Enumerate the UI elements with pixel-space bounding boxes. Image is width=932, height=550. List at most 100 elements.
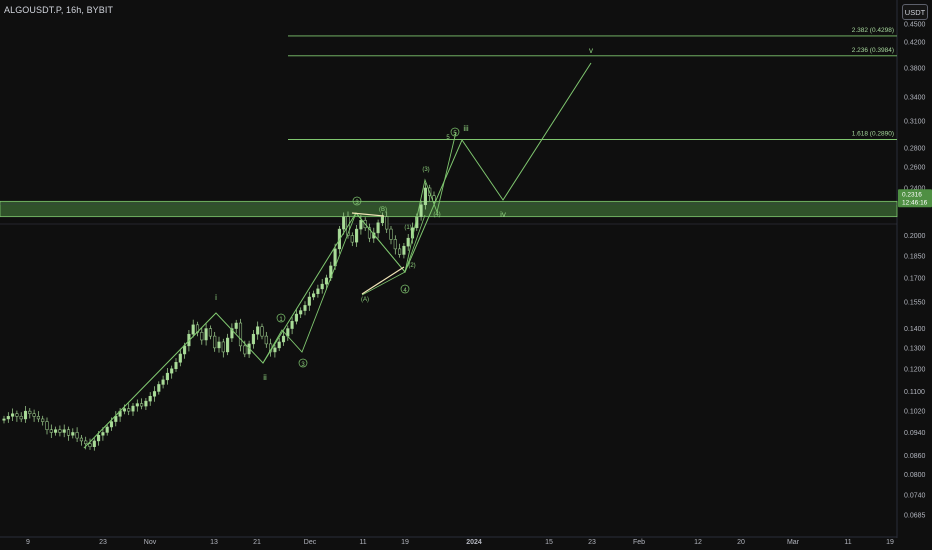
currency-unit-button[interactable]: USDT bbox=[902, 4, 928, 20]
candle-body bbox=[419, 204, 423, 217]
candle-body bbox=[316, 288, 320, 294]
y-axis-tick: 0.3400 bbox=[904, 95, 926, 102]
candle-body bbox=[367, 227, 372, 239]
wave-label: iii bbox=[463, 124, 469, 133]
candle-body bbox=[161, 379, 165, 385]
candle-body bbox=[23, 410, 28, 420]
candle-body bbox=[66, 429, 71, 436]
candle-body bbox=[221, 341, 225, 353]
x-axis-tick: 23 bbox=[99, 539, 107, 546]
candle-body bbox=[290, 320, 294, 329]
candle-body bbox=[423, 187, 427, 206]
wave-label: v bbox=[589, 46, 593, 55]
candle-body bbox=[32, 413, 36, 417]
wave-label: (B) bbox=[379, 207, 387, 213]
candle-body bbox=[49, 429, 53, 433]
wave-a-marker bbox=[361, 266, 405, 295]
candle-body bbox=[105, 426, 109, 433]
wave-label: (3) bbox=[422, 167, 429, 173]
candle-body bbox=[131, 405, 135, 412]
candle-body bbox=[432, 195, 436, 202]
fib-level-label: 1.618 (0.2890) bbox=[852, 131, 894, 138]
candle-body bbox=[342, 216, 346, 230]
y-axis-tick: 0.3800 bbox=[904, 66, 926, 73]
candle-body bbox=[385, 216, 389, 230]
wave-label: i bbox=[215, 293, 217, 302]
candle-body bbox=[88, 443, 92, 447]
candle-body bbox=[62, 429, 66, 433]
current-price-tag[interactable] bbox=[898, 189, 932, 208]
x-axis-tick: 11 bbox=[359, 539, 366, 546]
x-axis-tick: 15 bbox=[545, 539, 553, 546]
wave-label-circle bbox=[450, 127, 460, 137]
wave-label: 3 bbox=[301, 362, 305, 368]
candle-body bbox=[398, 248, 402, 255]
candle-body bbox=[355, 228, 359, 243]
candle-body bbox=[243, 345, 247, 355]
current-price-value: 0.2316 bbox=[902, 191, 922, 198]
candle-body bbox=[359, 220, 363, 230]
candle-body bbox=[303, 305, 307, 311]
y-axis-tick: 0.1850 bbox=[904, 253, 926, 260]
x-axis-tick: Mar bbox=[787, 539, 800, 546]
candle-body bbox=[58, 429, 62, 433]
x-axis-tick: 21 bbox=[253, 539, 261, 546]
y-axis-tick: 0.2800 bbox=[904, 145, 926, 152]
candle-body bbox=[11, 413, 15, 417]
candle-body bbox=[19, 416, 23, 420]
candle-body bbox=[208, 328, 212, 337]
candle-body bbox=[157, 384, 161, 392]
candle-body bbox=[135, 403, 139, 407]
candle-body bbox=[294, 313, 298, 322]
candle-body bbox=[204, 328, 208, 341]
y-axis-tick: 0.0800 bbox=[904, 472, 926, 479]
wave-label: 5 bbox=[446, 135, 450, 141]
candle-body bbox=[264, 335, 268, 345]
wave-label-circle bbox=[352, 196, 362, 206]
candle-body bbox=[109, 421, 114, 428]
y-axis-tick: 0.1200 bbox=[904, 366, 926, 373]
wave-label: 3 bbox=[355, 200, 359, 206]
candle-body bbox=[36, 416, 40, 420]
candle-body bbox=[101, 432, 105, 436]
candle-body bbox=[389, 228, 393, 240]
y-axis-tick: 0.1300 bbox=[904, 345, 926, 352]
candle-body bbox=[75, 432, 79, 439]
candle-body bbox=[200, 332, 204, 341]
y-axis-tick: 0.1100 bbox=[904, 389, 925, 396]
y-axis-tick: 0.4500 bbox=[904, 22, 926, 29]
wave-label: (1) bbox=[404, 225, 411, 231]
candle-body bbox=[406, 237, 410, 247]
x-axis-tick: Feb bbox=[633, 539, 645, 546]
x-axis-tick: 13 bbox=[210, 539, 218, 546]
wave-label: 5 bbox=[453, 131, 457, 137]
candle-body bbox=[281, 335, 286, 343]
x-axis-tick: 19 bbox=[886, 539, 894, 546]
candle-body bbox=[97, 434, 101, 442]
candle-body bbox=[350, 235, 354, 243]
x-axis-tick: 11 bbox=[844, 539, 851, 546]
support-zone[interactable] bbox=[0, 200, 898, 218]
sub-wave-path bbox=[262, 212, 357, 364]
candle-body bbox=[122, 408, 126, 412]
y-axis-tick: 0.0740 bbox=[904, 492, 926, 499]
x-axis-tick: 19 bbox=[401, 539, 409, 546]
y-axis-tick: 0.2400 bbox=[904, 185, 926, 192]
wave-label: (2) bbox=[408, 263, 415, 269]
wave-label: 1 bbox=[279, 317, 283, 323]
candle-body bbox=[152, 391, 157, 397]
candle-body bbox=[114, 416, 118, 422]
x-axis-tick: Dec bbox=[304, 539, 317, 546]
candle-body bbox=[178, 353, 182, 363]
x-axis-tick: 12 bbox=[694, 539, 702, 546]
candle-body bbox=[234, 322, 238, 329]
wave-b-marker bbox=[351, 212, 385, 217]
candle-body bbox=[238, 322, 243, 347]
candle-body bbox=[380, 216, 384, 224]
candle-body bbox=[217, 341, 221, 349]
candle-body bbox=[277, 341, 281, 349]
y-axis-tick: 0.3100 bbox=[904, 119, 926, 126]
y-axis-tick: 0.0685 bbox=[904, 513, 926, 520]
candle-body bbox=[230, 328, 234, 339]
